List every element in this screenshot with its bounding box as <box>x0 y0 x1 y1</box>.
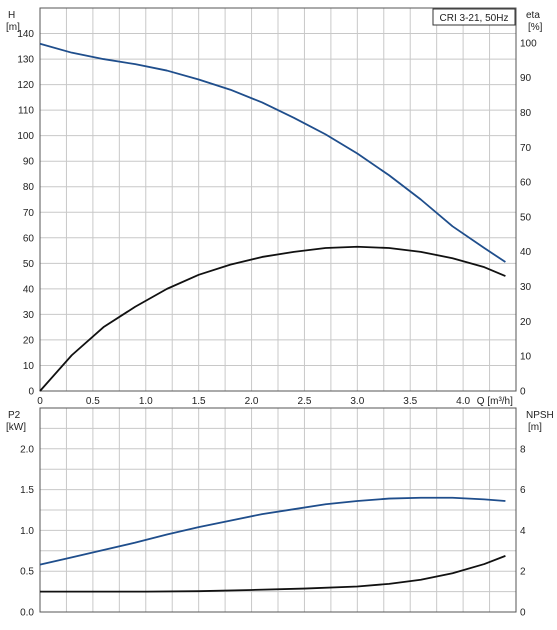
left-tick-label: 10 <box>23 361 35 372</box>
series-line-1-2 <box>39 245 506 392</box>
x-axis-title: Q [m³/h] <box>477 396 513 407</box>
right-tick-label: 70 <box>520 143 532 154</box>
x-tick-label: 1.0 <box>139 396 153 407</box>
left-tick-label: 70 <box>23 208 35 219</box>
left-tick-label: 0.5 <box>20 567 34 578</box>
left-tick-label: 140 <box>17 29 34 40</box>
left-tick-label: 1.0 <box>20 526 34 537</box>
right-tick-label: 6 <box>520 485 526 496</box>
left-tick-label: 80 <box>23 182 35 193</box>
x-tick-label: 3.0 <box>350 396 364 407</box>
left-tick-label: 0 <box>28 387 34 398</box>
x-tick-label: 2.0 <box>245 396 259 407</box>
x-tick-label: 4.0 <box>456 396 470 407</box>
left-tick-label: 110 <box>18 106 34 117</box>
right-tick-label: 10 <box>520 352 532 363</box>
right-axis-unit: [m] <box>528 422 542 433</box>
right-tick-label: 30 <box>520 282 532 293</box>
right-tick-label: 50 <box>520 212 532 223</box>
left-axis-unit: [m] <box>6 22 20 33</box>
x-tick-label: 0.5 <box>86 396 100 407</box>
chart-title: CRI 3-21, 50Hz <box>440 13 509 24</box>
left-tick-label: 130 <box>17 55 34 66</box>
right-tick-label: 4 <box>520 526 526 537</box>
right-tick-label: 0 <box>520 387 526 398</box>
left-tick-label: 60 <box>23 233 35 244</box>
right-tick-label: 90 <box>520 73 532 84</box>
right-tick-label: 100 <box>520 38 537 49</box>
series-line-2-2 <box>40 555 506 593</box>
title-box-border <box>432 8 516 26</box>
left-axis-title: H <box>8 10 15 21</box>
left-tick-label: 0.0 <box>20 608 34 619</box>
chart-panel-1: H[m]eta[%]010203040506070809010011012013… <box>6 7 543 407</box>
left-tick-label: 90 <box>23 157 35 168</box>
x-tick-label: 2.5 <box>297 396 311 407</box>
left-tick-label: 40 <box>23 284 35 295</box>
plot-frame <box>39 407 517 613</box>
left-tick-label: 2.0 <box>20 444 34 455</box>
right-tick-label: 80 <box>520 108 532 119</box>
right-axis-title: NPSH <box>526 410 554 421</box>
left-axis-title: P2 <box>8 410 21 421</box>
left-tick-label: 20 <box>23 335 35 346</box>
x-tick-label: 1.5 <box>192 396 206 407</box>
right-tick-label: 0 <box>520 608 526 619</box>
chart-panel-2: P2[kW] NPSH[m] 0.0 0.5 1.0 1.5 2.0 0 2 4 6 8 <box>6 407 554 619</box>
left-tick-label: 50 <box>23 259 35 270</box>
right-tick-label: 2 <box>520 567 526 578</box>
series-line-1-1 <box>39 42 506 263</box>
plot-frame <box>39 7 517 392</box>
x-tick-label: 3.5 <box>403 396 417 407</box>
left-axis-unit: [kW] <box>6 422 26 433</box>
chart-title-box: CRI 3-21, 50Hz <box>432 8 516 26</box>
right-tick-label: 20 <box>520 317 532 328</box>
right-axis-unit: [%] <box>528 22 543 33</box>
x-tick-label: 0 <box>37 396 43 407</box>
right-tick-label: 60 <box>520 178 532 189</box>
left-tick-label: 100 <box>17 131 34 142</box>
right-axis-title: eta <box>526 10 540 21</box>
left-tick-label: 120 <box>17 80 34 91</box>
right-tick-label: 8 <box>520 444 526 455</box>
series-line-2-1 <box>39 496 506 566</box>
left-tick-label: 1.5 <box>20 485 34 496</box>
left-tick-label: 30 <box>23 310 35 321</box>
right-tick-label: 40 <box>520 247 532 258</box>
